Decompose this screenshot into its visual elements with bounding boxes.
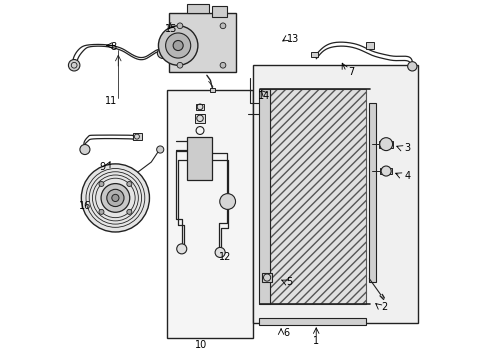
Text: 16: 16	[79, 201, 91, 211]
Text: 14: 14	[257, 91, 269, 101]
Text: 4: 4	[403, 171, 409, 181]
Circle shape	[68, 59, 80, 71]
Bar	[269, 89, 366, 304]
Circle shape	[176, 244, 186, 254]
Text: 10: 10	[195, 340, 207, 350]
Text: 12: 12	[218, 252, 230, 262]
Bar	[368, 103, 375, 282]
Bar	[167, 90, 253, 338]
Circle shape	[112, 194, 119, 202]
Text: 5: 5	[286, 277, 292, 287]
Circle shape	[220, 23, 225, 29]
Circle shape	[99, 210, 104, 215]
Bar	[209, 88, 215, 92]
Bar	[196, 104, 203, 110]
Circle shape	[106, 189, 124, 207]
Bar	[253, 65, 418, 323]
Bar	[378, 140, 392, 148]
Bar	[187, 137, 212, 180]
Circle shape	[81, 164, 149, 232]
Circle shape	[215, 247, 224, 257]
Circle shape	[165, 40, 172, 46]
Circle shape	[126, 181, 132, 186]
Circle shape	[177, 23, 183, 29]
Bar	[258, 89, 269, 304]
Circle shape	[156, 146, 163, 153]
Circle shape	[219, 194, 235, 210]
Text: 13: 13	[286, 35, 299, 44]
Text: 7: 7	[348, 67, 354, 77]
Circle shape	[101, 184, 129, 212]
Bar	[261, 273, 272, 282]
Circle shape	[165, 33, 190, 58]
Circle shape	[157, 48, 168, 58]
Text: 2: 2	[380, 302, 386, 312]
Circle shape	[177, 62, 183, 68]
Circle shape	[220, 62, 225, 68]
Text: 1: 1	[312, 336, 319, 346]
Circle shape	[99, 181, 104, 186]
Circle shape	[173, 41, 183, 50]
Bar	[195, 114, 204, 123]
Bar	[187, 4, 208, 13]
Circle shape	[407, 62, 416, 71]
Bar	[310, 52, 318, 57]
Bar	[169, 13, 235, 72]
Circle shape	[158, 26, 198, 65]
Text: 9: 9	[99, 162, 105, 172]
Circle shape	[380, 166, 390, 176]
Text: 8: 8	[110, 42, 117, 52]
Text: 3: 3	[403, 143, 409, 153]
Bar	[258, 318, 366, 325]
Circle shape	[126, 210, 132, 215]
Bar	[212, 6, 226, 17]
Text: 11: 11	[105, 96, 117, 106]
Bar	[379, 168, 391, 174]
Bar	[132, 134, 142, 140]
Text: 15: 15	[164, 24, 177, 35]
Circle shape	[379, 138, 392, 150]
Circle shape	[80, 144, 90, 154]
Text: 6: 6	[283, 328, 289, 338]
Bar	[366, 42, 373, 49]
